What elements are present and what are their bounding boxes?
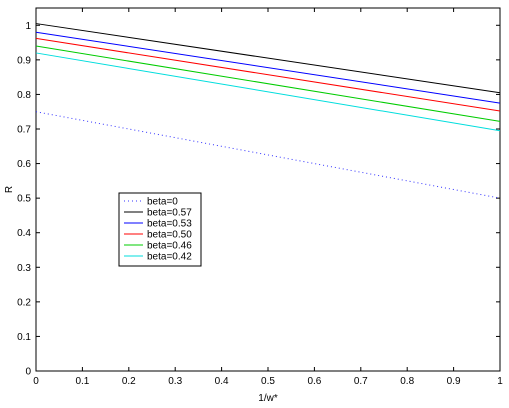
series-line-3 [35,37,501,112]
x-tick-label: 1 [497,376,503,387]
x-tick-label: 0.7 [354,376,368,387]
x-tick-label: 0.8 [400,376,414,387]
legend-label-4: beta=0.46 [147,241,192,252]
series-line-4 [35,45,501,122]
x-tick-label: 0.5 [261,376,275,387]
y-tick-label: 0.5 [17,194,31,205]
y-axis-label: R [4,186,15,193]
series-line-1 [35,23,501,94]
y-tick-label: 0.8 [17,90,31,101]
x-tick-label: 0.4 [215,376,229,387]
x-tick-label: 0.6 [307,376,321,387]
y-tick-label: 0.1 [17,332,31,343]
y-tick-label: 0.7 [17,125,31,136]
y-tick-label: 0.3 [17,263,31,274]
series-line-2 [35,31,501,104]
legend-label-3: beta=0.50 [147,230,192,241]
y-axis-ticks: 0 0.1 0.2 0.3 0.4 0.5 0.6 0.7 0.8 0.9 1 [17,21,500,378]
y-tick-label: 0.4 [17,228,31,239]
y-tick-label: 0.9 [17,55,31,66]
legend-label-2: beta=0.53 [147,219,192,230]
legend: beta=0beta=0.57beta=0.53beta=0.50beta=0.… [118,192,202,267]
legend-label-5: beta=0.42 [147,252,192,263]
x-tick-label: 0.2 [122,376,136,387]
x-axis-ticks: 0 0.1 0.2 0.3 0.4 0.5 0.6 0.7 0.8 0.9 1 [33,8,503,387]
x-tick-label: 0.3 [168,376,182,387]
y-tick-label: 0 [25,367,31,378]
x-tick-label: 0 [33,376,39,387]
y-tick-label: 0.2 [17,297,31,308]
legend-box [118,192,202,267]
legend-label-0: beta=0 [147,197,178,208]
series-group [35,23,501,199]
y-tick-label: 0.6 [17,159,31,170]
series-line-5 [35,52,501,132]
x-axis-label: 1/w* [258,393,278,404]
x-tick-label: 0.1 [75,376,89,387]
legend-label-1: beta=0.57 [147,208,192,219]
y-tick-label: 1 [25,21,31,32]
x-tick-label: 0.9 [447,376,461,387]
